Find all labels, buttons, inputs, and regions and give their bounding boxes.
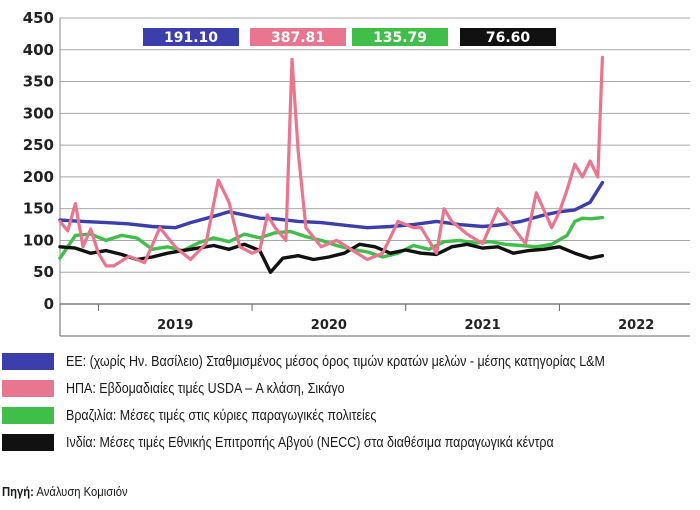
- value-badge-1: [250, 28, 346, 46]
- y-tick-label: 100: [23, 231, 54, 249]
- legend-swatch-eu: [2, 353, 54, 370]
- x-tick-label: 2021: [464, 318, 500, 333]
- value-badge-label: 387.81: [271, 30, 325, 46]
- chart-svg: 0 50 100 150 200 250 300 350 400 450 191.10 387.81…: [23, 9, 690, 337]
- legend-item-brazil: Βραζιλία: Μέσες τιμές στις κύριες παραγω…: [2, 402, 692, 429]
- y-tick-label: 350: [23, 73, 54, 91]
- y-tick-label: 450: [23, 9, 54, 27]
- series-line-1: [58, 55, 605, 268]
- value-badges: 191.10 387.81 135.79 76.60: [143, 28, 556, 46]
- legend: ΕΕ: (χωρίς Ην. Βασίλειο) Σταθμισμένος μέ…: [2, 348, 692, 456]
- value-badge-0: [143, 28, 239, 46]
- source-text: Ανάλυση Κομισιόν: [36, 485, 128, 499]
- x-tick-label: 2019: [157, 318, 193, 333]
- y-axis: 0 50 100 150 200 250 300 350 400 450: [23, 9, 54, 313]
- y-tick-label: 250: [23, 136, 54, 154]
- legend-label-brazil: Βραζιλία: Μέσες τιμές στις κύριες παραγω…: [66, 407, 377, 424]
- value-badge-label: 76.60: [486, 30, 531, 46]
- legend-item-india: Ινδία: Μέσες τιμές Εθνικής Επιτροπής Αβγ…: [2, 429, 692, 456]
- x-tick-label: 2020: [311, 318, 347, 333]
- legend-swatch-usa: [2, 380, 54, 397]
- legend-item-usa: ΗΠΑ: Εβδομαδιαίες τιμές USDA – Α κλάση, …: [2, 375, 692, 402]
- value-badge-label: 135.79: [373, 30, 427, 46]
- legend-label-eu: ΕΕ: (χωρίς Ην. Βασίλειο) Σταθμισμένος μέ…: [66, 353, 605, 370]
- legend-item-eu: ΕΕ: (χωρίς Ην. Βασίλειο) Σταθμισμένος μέ…: [2, 348, 692, 375]
- x-axis: 2019 2020 2021 2022: [59, 303, 690, 337]
- legend-label-india: Ινδία: Μέσες τιμές Εθνικής Επιτροπής Αβγ…: [66, 434, 554, 451]
- y-tick-label: 0: [44, 295, 54, 313]
- legend-swatch-india: [2, 434, 54, 451]
- series-lines: [58, 55, 605, 274]
- value-badge-3: [460, 28, 556, 46]
- legend-label-usa: ΗΠΑ: Εβδομαδιαίες τιμές USDA – Α κλάση, …: [66, 380, 345, 397]
- source-label: Πηγή:: [2, 485, 34, 499]
- series-line-3: [58, 242, 605, 274]
- y-tick-label: 50: [33, 263, 54, 281]
- y-tick-label: 200: [23, 168, 54, 186]
- value-badge-2: [352, 28, 448, 46]
- y-tick-label: 400: [23, 41, 54, 59]
- y-tick-label: 300: [23, 104, 54, 122]
- legend-swatch-brazil: [2, 407, 54, 424]
- plot-background: [60, 18, 690, 304]
- value-badge-label: 191.10: [164, 30, 218, 46]
- source-note: Πηγή: Ανάλυση Κομισιόν: [2, 485, 128, 499]
- y-tick-label: 150: [23, 200, 54, 218]
- series-line-2: [58, 215, 605, 260]
- grid: [59, 17, 690, 305]
- x-tick-label: 2022: [618, 318, 654, 333]
